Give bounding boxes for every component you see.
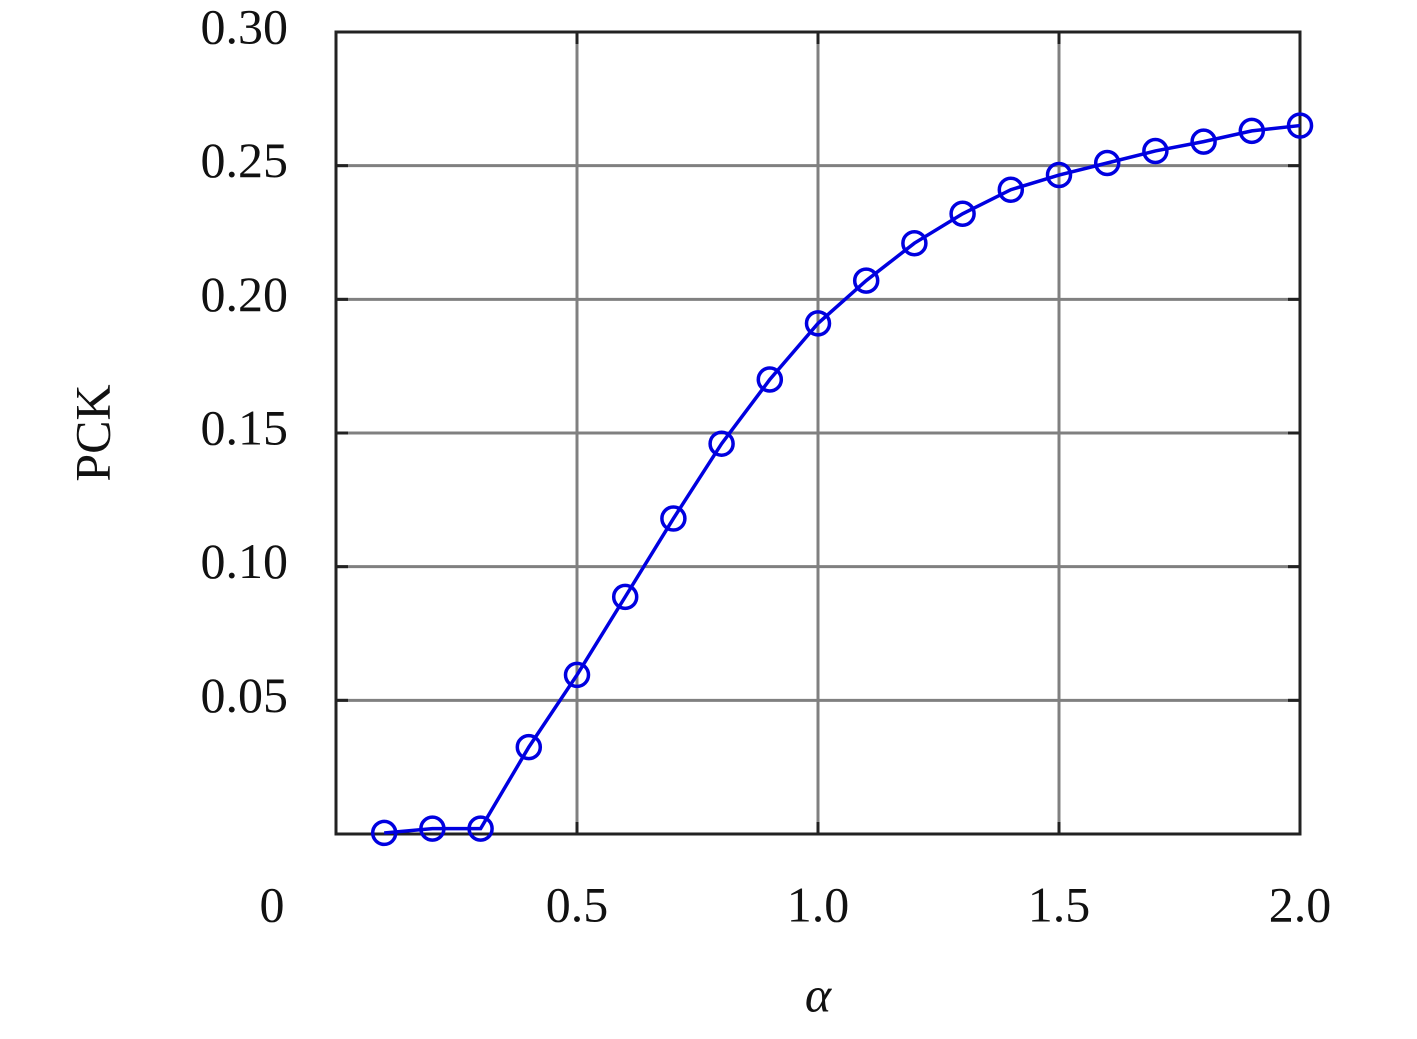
marker xyxy=(804,310,832,337)
marker xyxy=(1045,161,1073,189)
y-axis-label: PCK xyxy=(64,384,120,481)
y-tick-label: 0.20 xyxy=(201,266,289,322)
x-axis-label: α xyxy=(805,966,833,1022)
marker xyxy=(852,267,880,294)
x-tick-label: 2.0 xyxy=(1269,876,1332,932)
marker xyxy=(370,819,398,847)
marker xyxy=(1286,112,1314,139)
x-tick-label: 1.0 xyxy=(787,876,850,932)
marker xyxy=(660,505,687,532)
marker xyxy=(467,815,494,842)
marker xyxy=(901,229,928,257)
marker xyxy=(563,661,591,689)
marker xyxy=(1238,117,1266,145)
x-tick-label: 0.5 xyxy=(546,876,609,932)
marker xyxy=(997,176,1025,203)
y-tick-label: 0.25 xyxy=(201,132,289,188)
marker xyxy=(1190,128,1217,155)
y-tick-label: 0.15 xyxy=(201,399,289,455)
marker xyxy=(611,583,639,611)
marker xyxy=(1142,137,1169,165)
x-tick-label: 1.5 xyxy=(1028,876,1091,932)
y-tick-label: 0.05 xyxy=(201,667,289,723)
marker xyxy=(949,200,976,228)
marker xyxy=(419,815,446,842)
y-tick-label: 0.30 xyxy=(201,0,289,54)
marker xyxy=(515,733,543,761)
marker xyxy=(708,430,735,457)
marker xyxy=(756,366,784,393)
x-tick-label: 0 xyxy=(260,876,285,932)
plot-frame xyxy=(334,30,1302,836)
y-tick-label: 0.10 xyxy=(201,533,289,589)
line xyxy=(384,123,1301,835)
marker xyxy=(1093,149,1121,177)
